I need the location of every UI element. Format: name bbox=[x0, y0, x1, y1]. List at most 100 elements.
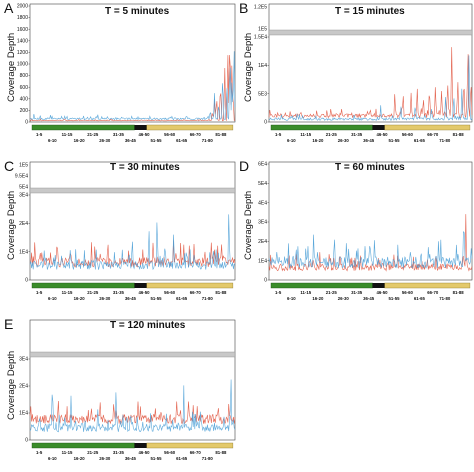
chart-svg: 1E5 9.5E4 5E4 3E4 2E4 1E4 0 1-5 11-15 21-25 31-35 4… bbox=[15, 161, 236, 301]
y-tick-label-top: 1.2E5 bbox=[254, 5, 267, 11]
y-tick-label: 2000 bbox=[17, 4, 28, 10]
region-label: 6-10 bbox=[287, 296, 296, 301]
panel-letter: A bbox=[4, 0, 14, 16]
region-label: 6-10 bbox=[48, 138, 57, 143]
genome-map-yellow-segment bbox=[146, 282, 234, 289]
region-label: 56-60 bbox=[164, 450, 176, 455]
y-tick-label-top: 1E5 bbox=[19, 163, 28, 169]
y-tick-label: 200 bbox=[20, 108, 29, 114]
region-label: 11-15 bbox=[62, 450, 73, 455]
y-tick-label: 0 bbox=[25, 438, 28, 444]
genome-map-black-segment bbox=[134, 443, 147, 448]
region-label: 66-70 bbox=[427, 132, 439, 137]
chart-title: T = 60 minutes bbox=[335, 162, 405, 173]
region-label: 36-45 bbox=[125, 296, 137, 301]
region-label: 16-20 bbox=[312, 138, 324, 143]
region-label: 56-60 bbox=[402, 290, 414, 295]
region-label: 71-80 bbox=[202, 456, 214, 461]
region-label: 11-15 bbox=[62, 290, 73, 295]
region-label: 21-25 bbox=[326, 290, 338, 295]
region-label: 1-5 bbox=[36, 290, 43, 295]
region-label: 36-45 bbox=[363, 138, 375, 143]
region-label: 81-88 bbox=[453, 290, 465, 295]
y-tick-label: 5E3 bbox=[258, 91, 267, 97]
region-label: 26-30 bbox=[99, 138, 111, 143]
axis-break-band bbox=[29, 187, 236, 194]
panel-letter: D bbox=[239, 158, 250, 174]
region-label: 21-25 bbox=[87, 290, 99, 295]
region-label: 31-35 bbox=[351, 132, 363, 137]
panel-letter: C bbox=[4, 158, 15, 174]
y-tick-label: 400 bbox=[20, 96, 29, 102]
region-label: 51-55 bbox=[151, 296, 163, 301]
region-label: 26-30 bbox=[338, 138, 350, 143]
y-tick-label: 4E4 bbox=[258, 200, 267, 206]
genome-map-green-segment bbox=[31, 442, 135, 449]
region-label: 51-55 bbox=[389, 138, 401, 143]
region-label: 6-10 bbox=[287, 138, 296, 143]
plot-frame bbox=[268, 161, 473, 281]
region-label: 66-70 bbox=[190, 450, 202, 455]
region-label: 31-35 bbox=[113, 290, 125, 295]
region-label: 11-15 bbox=[300, 290, 311, 295]
genome-map-yellow-segment bbox=[384, 282, 471, 289]
region-label: 31-35 bbox=[351, 290, 363, 295]
y-tick-label-top: 9.5E4 bbox=[15, 174, 28, 180]
region-label: 66-70 bbox=[190, 132, 202, 137]
region-label: 1-5 bbox=[36, 132, 43, 137]
region-label: 51-55 bbox=[389, 296, 401, 301]
y-tick-label: 0 bbox=[25, 120, 28, 126]
region-label: 56-60 bbox=[164, 132, 176, 137]
region-label: 16-20 bbox=[74, 456, 86, 461]
region-label: 46-50 bbox=[139, 132, 151, 137]
y-tick-label: 0 bbox=[264, 278, 267, 284]
region-label: 16-20 bbox=[74, 296, 86, 301]
y-tick-label: 1.5E4 bbox=[254, 35, 267, 41]
region-label: 81-88 bbox=[215, 132, 227, 137]
y-tick-label-top: 1E5 bbox=[258, 27, 267, 33]
region-label: 36-45 bbox=[363, 296, 375, 301]
region-label: 21-25 bbox=[326, 132, 338, 137]
y-tick-label: 1800 bbox=[17, 15, 28, 21]
region-label: 61-65 bbox=[414, 296, 426, 301]
chart-svg: 6E4 5E4 4E4 3E4 2E4 1E4 0 1-5 11-15 21-25 31-35 46-… bbox=[258, 161, 473, 301]
region-label: 36-45 bbox=[125, 456, 137, 461]
region-label: 46-50 bbox=[139, 450, 151, 455]
region-label: 16-20 bbox=[74, 138, 86, 143]
region-label: 71-80 bbox=[439, 138, 451, 143]
plot-frame bbox=[29, 3, 236, 123]
y-tick-label: 800 bbox=[20, 73, 29, 79]
y-tick-label: 5E4 bbox=[258, 181, 267, 187]
region-label: 81-88 bbox=[215, 290, 227, 295]
genome-map-black-segment bbox=[134, 125, 147, 130]
y-tick-label: 1600 bbox=[17, 27, 28, 33]
region-label: 66-70 bbox=[427, 290, 439, 295]
y-tick-label: 0 bbox=[25, 278, 28, 284]
region-label: 1-5 bbox=[275, 290, 282, 295]
genome-map-black-segment bbox=[134, 283, 147, 288]
series-line-red bbox=[29, 54, 236, 122]
region-label: 36-45 bbox=[125, 138, 137, 143]
region-label: 46-50 bbox=[377, 132, 389, 137]
genome-map-black-segment bbox=[372, 283, 385, 288]
panel-letter: B bbox=[239, 0, 249, 16]
region-label: 51-55 bbox=[151, 138, 163, 143]
y-tick-label: 1E4 bbox=[258, 63, 267, 69]
region-label: 81-88 bbox=[453, 132, 465, 137]
region-label: 61-65 bbox=[176, 456, 188, 461]
y-tick-label: 3E4 bbox=[19, 357, 28, 363]
y-tick-label-top: 5E4 bbox=[19, 185, 28, 191]
axis-break-band bbox=[29, 351, 236, 358]
plot-frame bbox=[29, 161, 236, 281]
genome-map-green-segment bbox=[270, 124, 373, 131]
y-tick-label: 600 bbox=[20, 85, 29, 91]
series-line-red bbox=[268, 214, 473, 272]
region-label: 71-80 bbox=[202, 138, 214, 143]
series-line-blue bbox=[29, 214, 236, 271]
y-tick-label: 1E4 bbox=[19, 411, 28, 417]
region-label: 56-60 bbox=[402, 132, 414, 137]
region-label: 51-55 bbox=[151, 456, 163, 461]
region-label: 56-60 bbox=[164, 290, 176, 295]
